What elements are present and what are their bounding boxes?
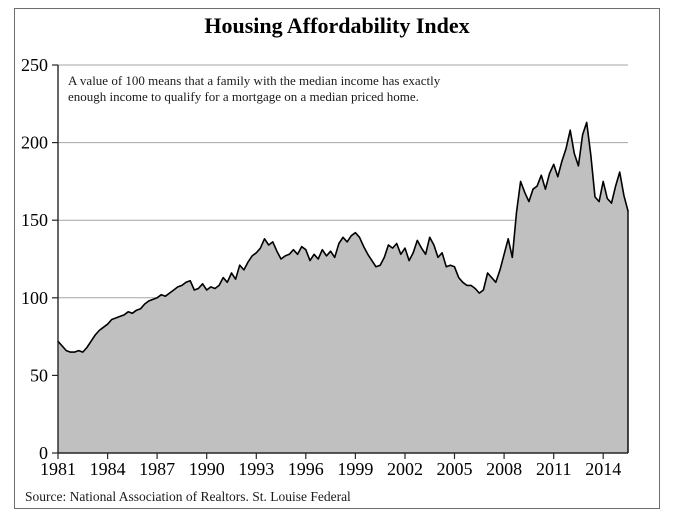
x-axis-label: 2014 bbox=[585, 459, 621, 479]
chart-title: Housing Affordability Index bbox=[204, 13, 470, 38]
x-axis-label: 2005 bbox=[437, 459, 473, 479]
x-axis-label: 1981 bbox=[40, 459, 76, 479]
y-axis-label: 200 bbox=[21, 133, 48, 153]
area-fill bbox=[58, 122, 628, 454]
x-axis-label: 1987 bbox=[139, 459, 175, 479]
annotation-line: enough income to qualify for a mortgage … bbox=[68, 88, 419, 104]
x-axis-label: 1996 bbox=[288, 459, 324, 479]
y-axis-label: 150 bbox=[21, 210, 48, 230]
x-axis-label: 1984 bbox=[90, 459, 126, 479]
y-axis-label: 0 bbox=[39, 443, 48, 463]
x-axis-label: 2002 bbox=[387, 459, 423, 479]
annotation-line: A value of 100 means that a family with … bbox=[68, 73, 441, 88]
x-axis-label: 1990 bbox=[189, 459, 225, 479]
y-axis-label: 250 bbox=[21, 55, 48, 75]
data-line bbox=[57, 121, 629, 353]
x-axis-label: 2008 bbox=[486, 459, 522, 479]
y-axis-label: 50 bbox=[30, 365, 48, 385]
x-axis-label: 2011 bbox=[536, 459, 571, 479]
chart-annotation: A value of 100 means that a family with … bbox=[68, 73, 488, 105]
x-axis-label: 1993 bbox=[238, 459, 274, 479]
source-note: Source: National Association of Realtors… bbox=[25, 489, 351, 504]
x-axis-label: 1999 bbox=[337, 459, 373, 479]
y-axis-label: 100 bbox=[21, 288, 48, 308]
